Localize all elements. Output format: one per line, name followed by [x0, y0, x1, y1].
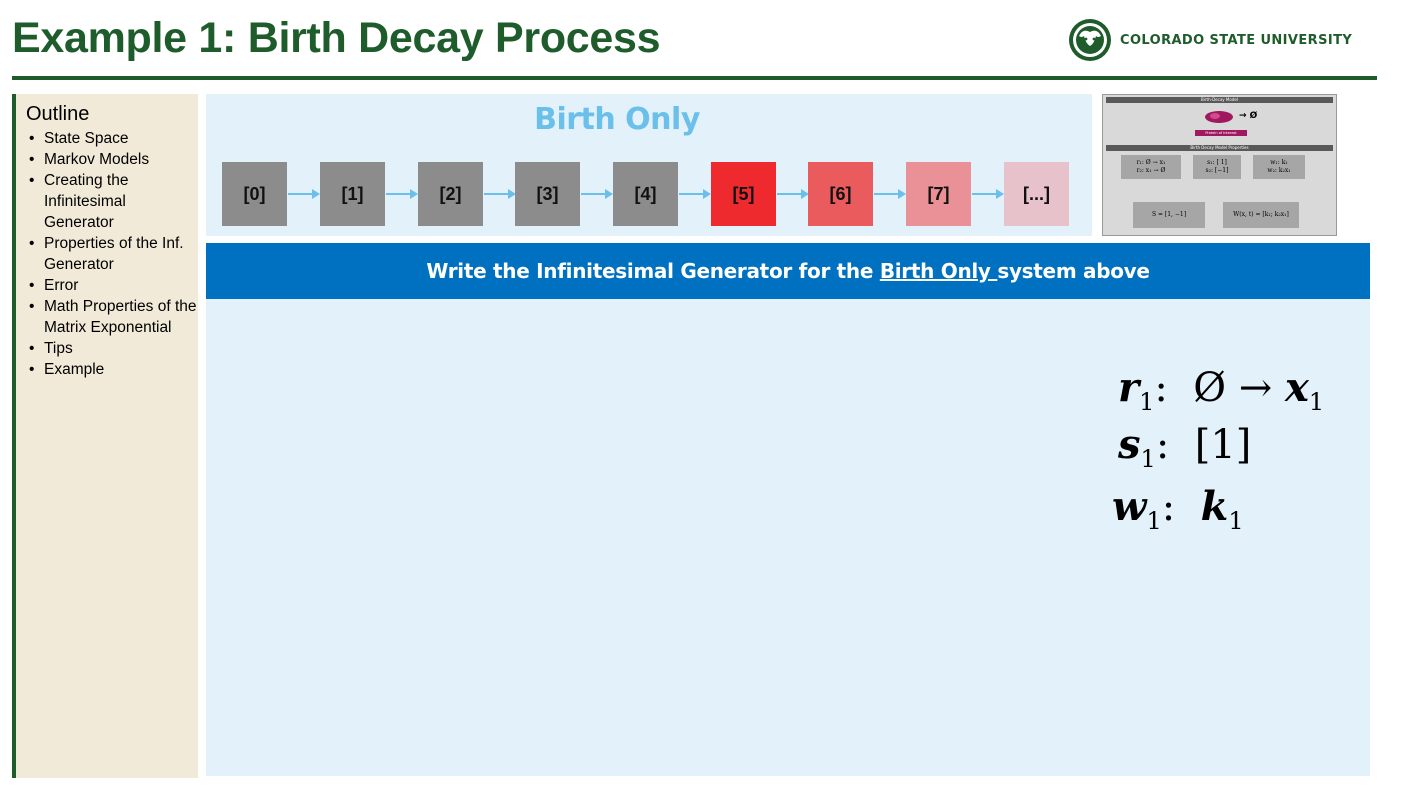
task-prefix: Write the Infinitesimal Generator for th… — [426, 259, 880, 283]
task-banner: Write the Infinitesimal Generator for th… — [206, 243, 1370, 299]
weight-var: w — [1112, 483, 1147, 530]
birth-only-diagram: Birth Only [0] [1] [2] [3] [4] [5] [6] [… — [206, 94, 1092, 236]
state-box: [...] — [1004, 162, 1069, 226]
transition-arrow — [484, 189, 516, 199]
task-emphasis: Birth Only — [879, 259, 998, 283]
outline-item-tips[interactable]: Tips — [26, 338, 198, 359]
university-name: COLORADO STATE UNIVERSITY — [1120, 32, 1353, 48]
csu-ram-icon — [1069, 19, 1111, 61]
weight-rate-sub: 1 — [1228, 507, 1244, 535]
thumb-protein-icon — [1205, 111, 1233, 123]
thumb-header: Birth-Decay Model — [1106, 97, 1333, 103]
thumb-w-vector: W(x, t) = [k₁; k₂x₁] — [1223, 202, 1299, 228]
thumb-protein-label: Protein of Interest — [1195, 130, 1247, 136]
transition-arrow — [972, 189, 1004, 199]
thumb-props-header: Birth Decay Model Properties — [1106, 145, 1333, 151]
weight-rate: k — [1200, 483, 1229, 530]
model-thumbnail[interactable]: Birth-Decay Model → Ø Protein of Interes… — [1102, 94, 1337, 236]
thumb-weights: w₁: k₁ w₂: k₂x₁ — [1253, 155, 1305, 179]
reaction-product-sub: 1 — [1308, 388, 1325, 416]
state-box: [1] — [320, 162, 385, 226]
university-logo: COLORADO STATE UNIVERSITY — [1068, 18, 1352, 62]
state-box: [7] — [906, 162, 971, 226]
diagram-title: Birth Only — [534, 102, 700, 137]
thumb-reactions: r₁: Ø → x₁ r₂: x₁ → Ø — [1121, 155, 1181, 179]
state-box: [4] — [613, 162, 678, 226]
stoich-sub: 1 — [1140, 445, 1156, 473]
reaction-equation: r1: Ø → x1 — [1118, 364, 1324, 416]
outline-item-example[interactable]: Example — [26, 359, 198, 380]
title-divider — [12, 76, 1377, 80]
outline-item-error[interactable]: Error — [26, 275, 198, 296]
transition-arrow — [777, 189, 809, 199]
outline-item-matrix-exponential[interactable]: Math Properties of the Matrix Exponentia… — [26, 296, 198, 338]
task-suffix: system above — [997, 259, 1150, 283]
state-box: [2] — [418, 162, 483, 226]
stoichiometry-equation: s1: [1] — [1118, 421, 1251, 473]
state-box: [3] — [515, 162, 580, 226]
outline-sidebar: Outline State Space Markov Models Creati… — [12, 94, 198, 778]
thumb-empty-set: → Ø — [1239, 111, 1258, 121]
transition-arrow — [386, 189, 418, 199]
transition-arrow — [679, 189, 711, 199]
reaction-rhs: : Ø → — [1154, 365, 1286, 411]
weight-sep: : — [1161, 484, 1201, 530]
outline-item-generator-properties[interactable]: Properties of the Inf. Generator — [26, 233, 198, 275]
outline-item-creating-generator[interactable]: Creating the Infinitesimal Generator — [26, 170, 198, 233]
state-box: [5] — [711, 162, 776, 226]
stoich-var: s — [1118, 421, 1141, 468]
transition-arrow — [874, 189, 906, 199]
weight-equation: w1: k1 — [1112, 483, 1244, 535]
outline-list: State Space Markov Models Creating the I… — [26, 128, 198, 380]
outline-heading: Outline — [26, 103, 90, 125]
thumb-stoichiometry: s₁: [ 1] s₂: [−1] — [1193, 155, 1241, 179]
transition-arrow — [288, 189, 320, 199]
state-box: [6] — [808, 162, 873, 226]
reaction-var: r — [1118, 364, 1140, 411]
reaction-product: x — [1285, 364, 1309, 411]
stoich-rhs: : [1] — [1155, 422, 1252, 468]
reaction-sub: 1 — [1139, 388, 1155, 416]
outline-item-markov-models[interactable]: Markov Models — [26, 149, 198, 170]
weight-sub: 1 — [1146, 507, 1162, 535]
transition-arrow — [581, 189, 613, 199]
slide-title: Example 1: Birth Decay Process — [12, 14, 661, 62]
thumb-s-matrix: S = [1, −1] — [1133, 202, 1205, 228]
answer-workspace[interactable] — [206, 299, 1370, 776]
state-box: [0] — [222, 162, 287, 226]
outline-item-state-space[interactable]: State Space — [26, 128, 198, 149]
